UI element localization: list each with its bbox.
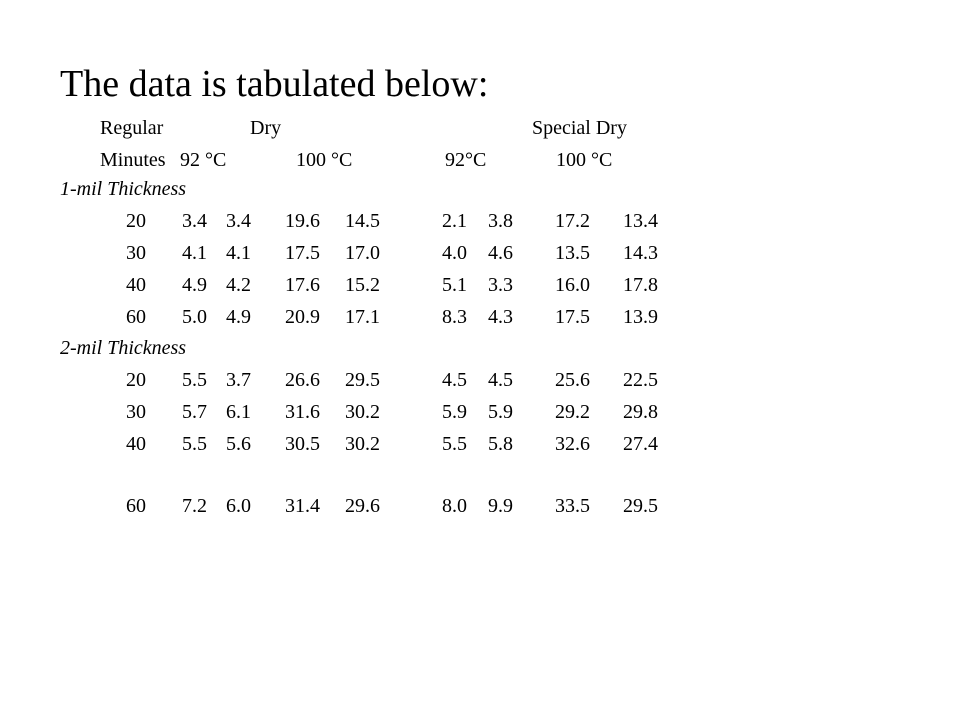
minutes-cell: 40 <box>126 433 146 455</box>
value-cell: 3.3 <box>488 274 513 296</box>
value-cell: 4.9 <box>226 306 251 328</box>
value-cell: 2.1 <box>442 210 467 232</box>
value-cell: 29.5 <box>345 369 380 391</box>
value-cell: 16.0 <box>555 274 590 296</box>
minutes-cell: 60 <box>126 306 146 328</box>
value-cell: 9.9 <box>488 495 513 517</box>
value-cell: 4.1 <box>182 242 207 264</box>
value-cell: 15.2 <box>345 274 380 296</box>
header-92c-special: 92°C <box>445 149 487 171</box>
value-cell: 25.6 <box>555 369 590 391</box>
value-cell: 13.4 <box>623 210 658 232</box>
minutes-cell: 30 <box>126 242 146 264</box>
value-cell: 27.4 <box>623 433 658 455</box>
value-cell: 31.4 <box>285 495 320 517</box>
minutes-cell: 40 <box>126 274 146 296</box>
header-regular: Regular <box>100 117 164 139</box>
value-cell: 5.1 <box>442 274 467 296</box>
value-cell: 5.5 <box>182 433 207 455</box>
value-cell: 7.2 <box>182 495 207 517</box>
value-cell: 20.9 <box>285 306 320 328</box>
value-cell: 3.8 <box>488 210 513 232</box>
value-cell: 14.3 <box>623 242 658 264</box>
value-cell: 4.0 <box>442 242 467 264</box>
header-100c-regular: 100 °C <box>296 149 353 171</box>
value-cell: 33.5 <box>555 495 590 517</box>
value-cell: 30.2 <box>345 433 380 455</box>
value-cell: 4.6 <box>488 242 513 264</box>
value-cell: 29.6 <box>345 495 380 517</box>
value-cell: 6.1 <box>226 401 251 423</box>
value-cell: 26.6 <box>285 369 320 391</box>
header-92c-regular: 92 °C <box>180 149 227 171</box>
value-cell: 17.1 <box>345 306 380 328</box>
minutes-cell: 20 <box>126 369 146 391</box>
value-cell: 3.7 <box>226 369 251 391</box>
value-cell: 8.0 <box>442 495 467 517</box>
value-cell: 5.9 <box>488 401 513 423</box>
header-minutes: Minutes <box>100 149 166 171</box>
value-cell: 13.5 <box>555 242 590 264</box>
value-cell: 17.6 <box>285 274 320 296</box>
minutes-cell: 20 <box>126 210 146 232</box>
value-cell: 29.8 <box>623 401 658 423</box>
value-cell: 6.0 <box>226 495 251 517</box>
value-cell: 8.3 <box>442 306 467 328</box>
minutes-cell: 30 <box>126 401 146 423</box>
value-cell: 5.5 <box>182 369 207 391</box>
value-cell: 30.2 <box>345 401 380 423</box>
value-cell: 31.6 <box>285 401 320 423</box>
value-cell: 17.5 <box>555 306 590 328</box>
section-label-1mil: 1-mil Thickness <box>60 178 187 200</box>
value-cell: 5.8 <box>488 433 513 455</box>
value-cell: 4.2 <box>226 274 251 296</box>
value-cell: 22.5 <box>623 369 658 391</box>
value-cell: 4.5 <box>488 369 513 391</box>
value-cell: 5.0 <box>182 306 207 328</box>
value-cell: 4.3 <box>488 306 513 328</box>
value-cell: 29.2 <box>555 401 590 423</box>
value-cell: 29.5 <box>623 495 658 517</box>
value-cell: 4.5 <box>442 369 467 391</box>
value-cell: 5.9 <box>442 401 467 423</box>
value-cell: 19.6 <box>285 210 320 232</box>
header-100c-special: 100 °C <box>556 149 613 171</box>
value-cell: 5.6 <box>226 433 251 455</box>
section-label-2mil: 2-mil Thickness <box>60 337 187 359</box>
header-dry: Dry <box>250 117 282 139</box>
value-cell: 17.2 <box>555 210 590 232</box>
value-cell: 17.8 <box>623 274 658 296</box>
value-cell: 5.7 <box>182 401 207 423</box>
value-cell: 3.4 <box>226 210 251 232</box>
value-cell: 3.4 <box>182 210 207 232</box>
value-cell: 13.9 <box>623 306 658 328</box>
header-special-dry: Special Dry <box>532 117 627 139</box>
value-cell: 17.5 <box>285 242 320 264</box>
value-cell: 32.6 <box>555 433 590 455</box>
minutes-cell: 60 <box>126 495 146 517</box>
value-cell: 17.0 <box>345 242 380 264</box>
value-cell: 4.1 <box>226 242 251 264</box>
value-cell: 30.5 <box>285 433 320 455</box>
value-cell: 14.5 <box>345 210 380 232</box>
slide-title: The data is tabulated below: <box>60 63 489 105</box>
value-cell: 5.5 <box>442 433 467 455</box>
value-cell: 4.9 <box>182 274 207 296</box>
